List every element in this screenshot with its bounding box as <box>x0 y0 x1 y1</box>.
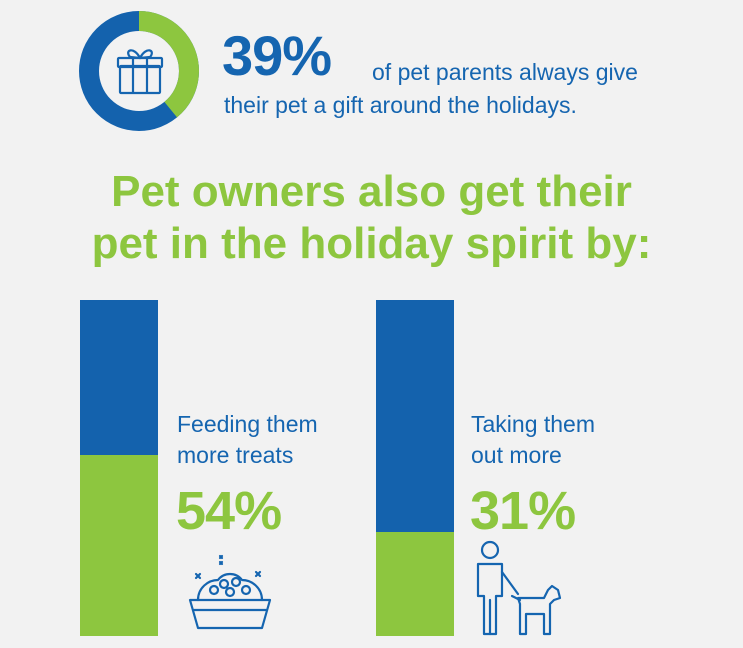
headline-line2: pet in the holiday spirit by: <box>91 219 652 268</box>
bar-label-line1: Feeding them <box>177 411 318 437</box>
gift-icon <box>116 49 164 95</box>
bar-label-feeding: Feeding them more treats <box>177 409 318 471</box>
headline: Pet owners also get their pet in the hol… <box>0 166 743 270</box>
bar-value-fill <box>376 532 454 636</box>
donut-chart <box>79 11 199 131</box>
bar-value-taking: 31% <box>470 481 576 541</box>
bar-label-line2: out more <box>471 442 562 468</box>
bar-value-feeding: 54% <box>176 481 282 541</box>
stat-caption-line1: of pet parents always give <box>372 59 638 85</box>
bar-remainder <box>80 300 158 455</box>
bar-label-line1: Taking them <box>471 411 596 437</box>
bar-label-taking: Taking them out more <box>471 409 595 471</box>
donut-value-arc <box>79 11 199 131</box>
bar-remainder <box>376 300 454 532</box>
stat-percentage: 39% <box>222 24 332 87</box>
bar-taking-out <box>376 300 454 636</box>
bar-label-line2: more treats <box>177 442 294 468</box>
bar-feeding-treats <box>80 300 158 636</box>
pet-food-bowl-icon <box>188 554 272 630</box>
person-walking-dog-icon <box>476 540 562 636</box>
headline-line1: Pet owners also get their <box>111 167 632 216</box>
stat-caption-line2: their pet a gift around the holidays. <box>224 92 577 118</box>
bar-value-fill <box>80 455 158 636</box>
